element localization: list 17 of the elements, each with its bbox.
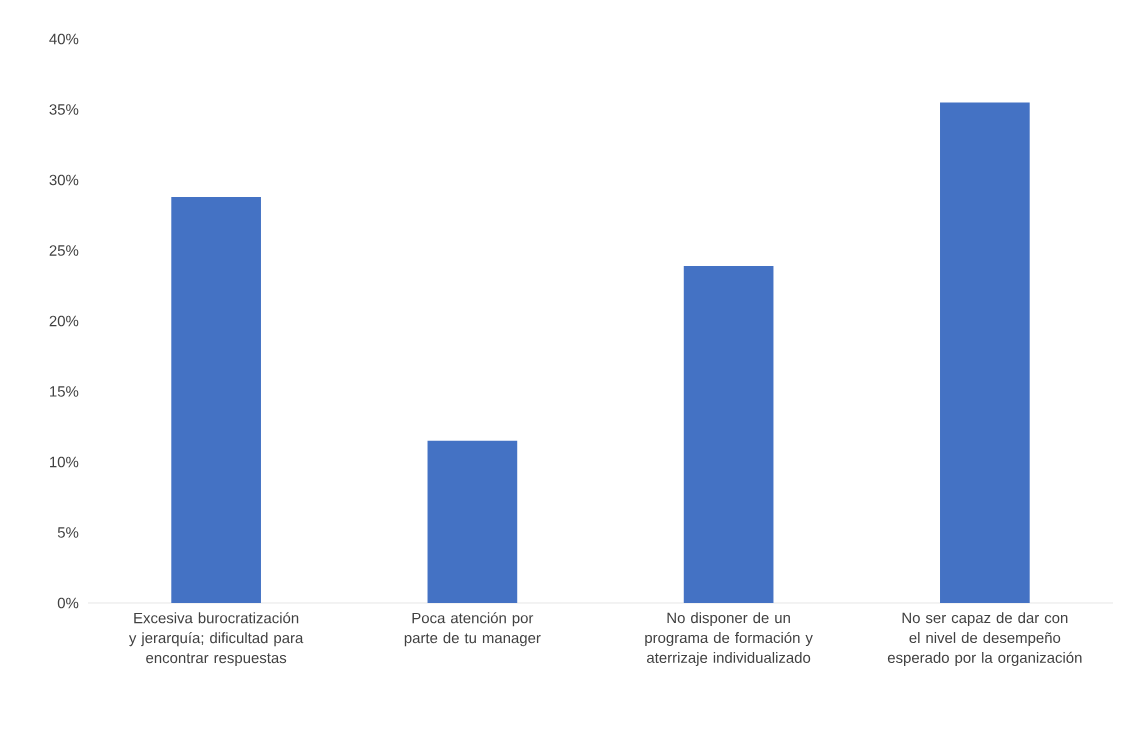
y-tick-label: 5% bbox=[57, 527, 79, 538]
y-tick-label: 30% bbox=[49, 174, 79, 186]
bar bbox=[171, 196, 261, 603]
y-tick-label: 35% bbox=[49, 104, 79, 115]
y-tick-label: 10% bbox=[50, 456, 79, 468]
x-tick-label: No ser capaz de dar con el nivel de desempeño esperado por la organización bbox=[887, 612, 1082, 666]
y-tick-label: 40% bbox=[49, 33, 79, 45]
bar bbox=[683, 265, 774, 603]
bar bbox=[427, 440, 518, 603]
bar bbox=[940, 102, 1030, 603]
y-tick-label: 20% bbox=[49, 315, 79, 327]
x-tick-label: No disponer de un programa de formación y aterrizaje individualizado bbox=[645, 612, 813, 666]
y-tick-label: 0% bbox=[57, 597, 79, 609]
x-tick-label: Poca atención por parte de tu manager bbox=[404, 612, 541, 647]
y-tick-label: 25% bbox=[49, 245, 79, 256]
x-tick-label: Excesiva burocratización y jerarquía; dificultad para encontrar respuestas bbox=[128, 612, 304, 667]
y-tick-label: 15% bbox=[50, 386, 79, 397]
